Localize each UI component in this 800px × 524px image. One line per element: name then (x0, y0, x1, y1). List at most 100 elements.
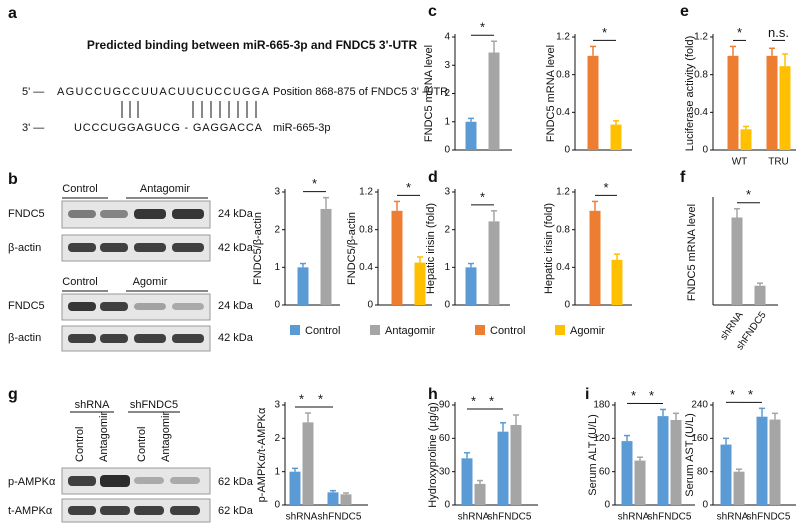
bar (779, 66, 791, 150)
base-pairs (121, 101, 257, 118)
legend-label: Antagomir (385, 325, 435, 337)
y-tick-label: 90 (439, 400, 451, 411)
y-tick-label: 0.8 (359, 224, 373, 235)
size-label: 42 kDa (218, 242, 254, 254)
y-tick-label: 60 (439, 433, 451, 444)
bar (391, 210, 403, 305)
x-tick-label: shFNDC5 (747, 512, 791, 523)
five-prime: 5' — (22, 86, 44, 98)
protein-label: FNDC5 (8, 300, 45, 312)
mrna-note: Position 868-875 of FNDC5 3' -UTR (273, 86, 448, 98)
y-tick-label: 3 (444, 187, 450, 198)
panel-label: i (585, 386, 589, 403)
protein-label: β-actin (8, 332, 41, 344)
x-tick-label: shRNA (618, 512, 650, 523)
y-tick-label: 0 (702, 500, 708, 511)
significance-label: * (737, 25, 742, 40)
y-tick-label: 0.4 (359, 262, 373, 273)
y-tick-label: 0 (274, 300, 280, 311)
y-axis-label: FNDC5 mRNA level (423, 45, 435, 142)
size-label: 24 kDa (218, 300, 254, 312)
bar (414, 262, 426, 305)
lane-label: Control (74, 427, 86, 462)
y-tick-label: 2 (444, 88, 450, 99)
panel-label: b (8, 171, 18, 188)
group-label: Agomir (133, 276, 168, 288)
y-tick-label: 1 (274, 466, 280, 477)
legend-swatch (290, 325, 300, 335)
y-axis-label: Luciferase activity (fold) (684, 36, 696, 152)
group-label: Control (62, 276, 97, 288)
significance-label: * (748, 387, 753, 402)
panel-label: a (8, 5, 17, 22)
y-axis-label: Hepatic irisin (fold) (543, 203, 555, 294)
x-tick-label: WT (732, 157, 748, 168)
x-tick-label: shRNA (717, 512, 749, 523)
lane-label: Antagomir (98, 412, 110, 462)
y-axis-label: Hepatic irisin (fold) (425, 203, 437, 294)
y-tick-label: 2 (274, 224, 280, 235)
bar (727, 55, 739, 151)
x-tick-label: shRNA (458, 512, 490, 523)
blot-g: shRNA shFNDC5 Control Antagomir Control … (8, 399, 254, 523)
bar (754, 285, 766, 305)
x-tick-label: shFNDC5 (648, 512, 692, 523)
y-tick-label: 1.2 (556, 187, 570, 198)
panel-label: e (680, 3, 689, 20)
blot-b2: Control Agomir FNDC5 24 kDa β-actin 42 k… (8, 276, 254, 352)
x-tick-label: shFNDC5 (318, 512, 362, 523)
significance-label: * (480, 20, 485, 35)
y-tick-label: 30 (439, 466, 451, 477)
y-tick-label: 0 (274, 500, 280, 511)
y-tick-label: 0 (444, 145, 450, 156)
panel-label: h (428, 386, 438, 403)
bar (731, 217, 743, 305)
protein-label: p-AMPKα (8, 476, 56, 488)
significance-label: * (318, 391, 323, 406)
panel-label: c (428, 3, 437, 20)
y-tick-label: 4 (444, 32, 450, 43)
y-tick-label: 180 (593, 400, 610, 411)
y-tick-label: 1.2 (556, 32, 570, 43)
y-tick-label: 1 (444, 116, 450, 127)
lane-label: Antagomir (160, 412, 172, 462)
y-tick-label: 0.4 (694, 107, 708, 118)
y-tick-label: 0 (444, 500, 450, 511)
binding-title: Predicted binding between miR-665-3p and… (87, 38, 418, 52)
y-tick-label: 2 (274, 433, 280, 444)
bar (610, 124, 622, 150)
bar (465, 121, 477, 150)
legend-swatch (370, 325, 380, 335)
y-tick-label: 0.8 (556, 69, 570, 80)
y-tick-label: 1.2 (359, 187, 373, 198)
panel-label: d (428, 169, 438, 186)
legend-swatch (475, 325, 485, 335)
bar (488, 221, 500, 305)
group-label: shRNA (75, 399, 111, 411)
y-tick-label: 0 (564, 145, 570, 156)
bar (327, 492, 339, 505)
panel-labels: a b c d e f g h i (8, 3, 689, 403)
y-axis-label: Serum AST (U/L) (684, 413, 696, 497)
significance-label: * (489, 393, 494, 408)
y-tick-label: 0.4 (556, 107, 570, 118)
y-axis-label: FNDC5 mRNA level (686, 204, 698, 301)
y-tick-label: 2 (444, 224, 450, 235)
y-axis-label: FNDC5 mRNA level (545, 45, 557, 142)
bar (670, 420, 682, 505)
bar (497, 431, 509, 505)
group-label: shFNDC5 (130, 399, 178, 411)
y-tick-label: 0 (604, 500, 610, 511)
bar (733, 471, 745, 505)
bar (320, 208, 332, 305)
bar (302, 422, 314, 505)
y-tick-label: 80 (697, 466, 709, 477)
y-tick-label: 3 (274, 187, 280, 198)
bar (634, 460, 646, 505)
bar (461, 458, 473, 505)
binding-diagram: Predicted binding between miR-665-3p and… (22, 38, 448, 134)
y-tick-label: 160 (691, 433, 708, 444)
y-axis-label: FNDC5/β-actin (252, 212, 264, 285)
y-axis-label: Serum ALT (U/L) (587, 414, 599, 496)
y-tick-label: 60 (599, 466, 611, 477)
